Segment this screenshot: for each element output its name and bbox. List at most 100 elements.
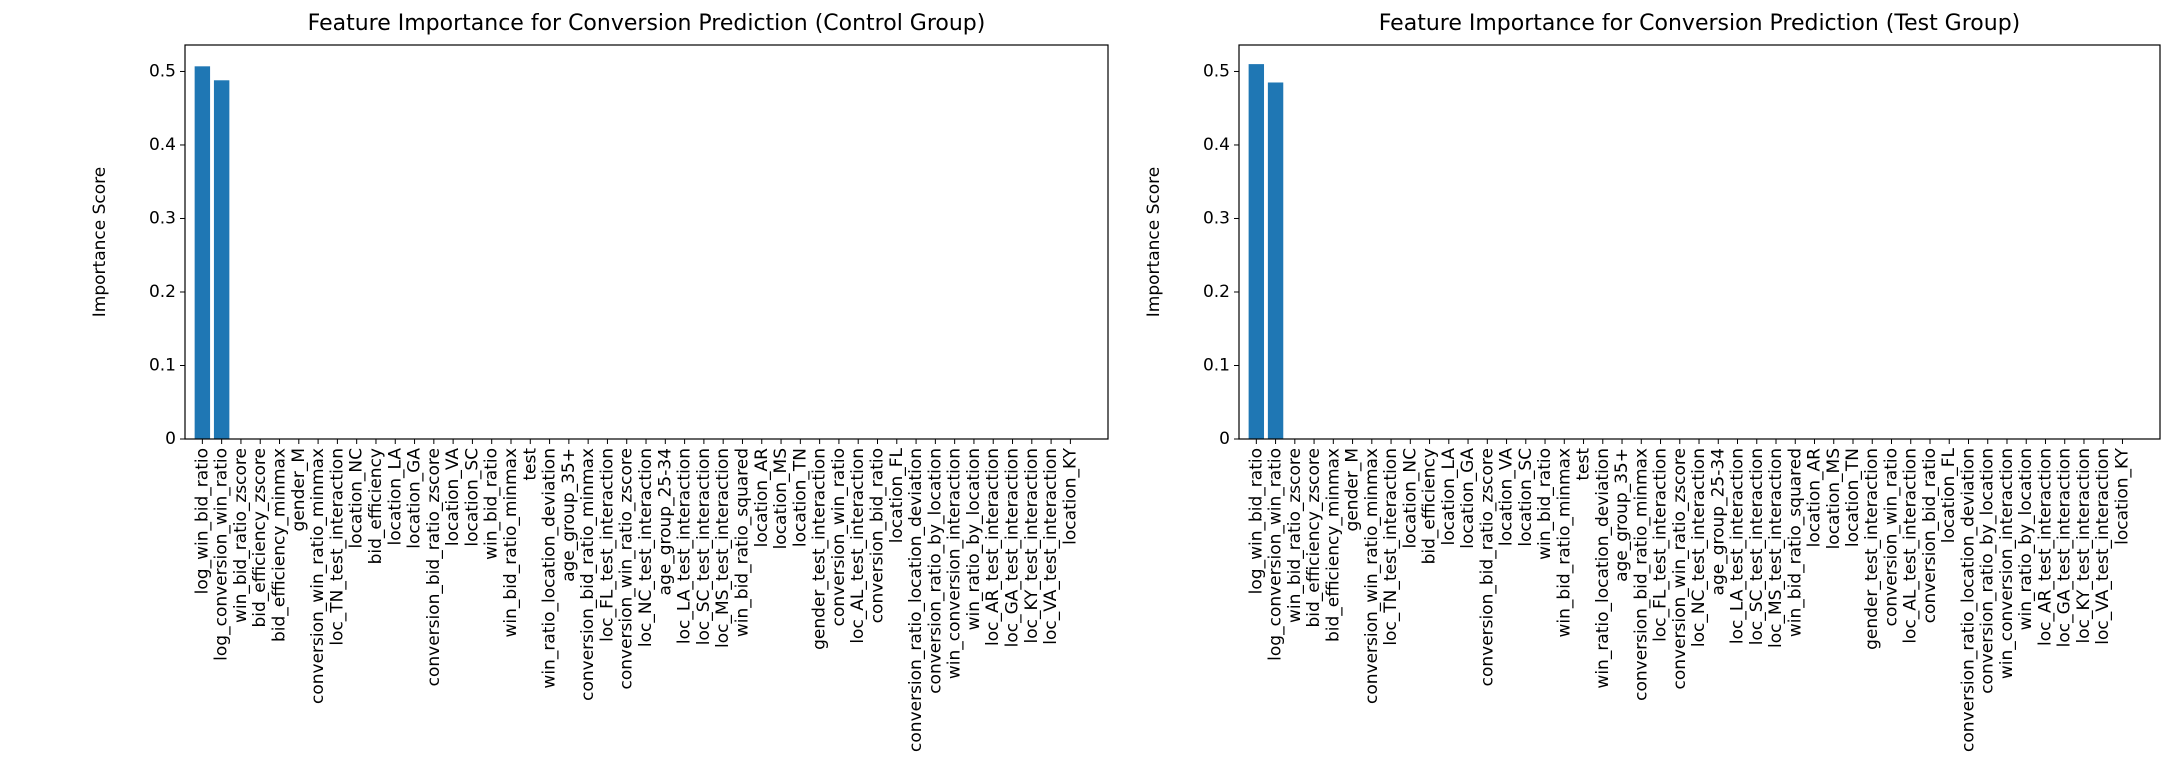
- x-tick-label: win_bid_ratio_minmax: [501, 448, 521, 638]
- x-tick-label: location_FL: [887, 447, 907, 543]
- y-tick-label: 0.2: [1203, 282, 1230, 302]
- x-tick-label: location_VA: [1497, 448, 1517, 546]
- x-tick-label: win_bid_ratio: [1535, 448, 1555, 560]
- chart: Feature Importance for Conversion Predic…: [1144, 11, 2161, 752]
- y-tick-label: 0.3: [1203, 208, 1230, 228]
- x-tick-label: conversion_bid_ratio_minmax: [578, 448, 598, 701]
- x-tick-label: conversion_bid_ratio_minmax: [1631, 448, 1651, 701]
- x-tick-label: location_FL: [1939, 447, 1959, 543]
- x-tick-label: age_group_35+: [559, 448, 579, 582]
- x-tick-label: location_VA: [443, 448, 463, 546]
- x-tick-label: loc_SC_test_interaction: [694, 448, 714, 645]
- x-tick-label: win_conversion_interaction: [945, 448, 965, 679]
- y-tick-label: 0.4: [149, 135, 176, 155]
- y-tick-label: 0.4: [1203, 135, 1230, 155]
- x-tick-label: age_group_25-34: [655, 448, 675, 595]
- bar: [1267, 82, 1284, 440]
- x-tick-label: win_bid_ratio_squared: [732, 448, 752, 637]
- x-tick-label: log_conversion_win_ratio: [212, 448, 232, 661]
- x-tick-label: location_LA: [385, 448, 405, 546]
- x-tick-label: bid_efficiency_minmax: [1323, 448, 1343, 642]
- x-tick-label: loc_NC_test_interaction: [1689, 448, 1709, 647]
- x-tick-label: loc_TN_test_interaction: [1381, 448, 1401, 646]
- x-tick-label: bid_efficiency: [366, 448, 386, 564]
- x-tick-label: loc_GA_test_interaction: [2055, 448, 2075, 647]
- x-tick-label: conversion_ratio_location_deviation: [1958, 448, 1978, 752]
- x-tick-label: bid_efficiency: [1420, 448, 1440, 564]
- x-tick-label: loc_VA_test_interaction: [1041, 448, 1061, 645]
- x-tick-label: win_bid_ratio: [482, 448, 502, 560]
- x-tick-label: win_conversion_interaction: [1997, 448, 2017, 679]
- x-tick-label: loc_AR_test_interaction: [2035, 448, 2055, 646]
- x-tick-label: loc_VA_test_interaction: [2093, 448, 2113, 645]
- x-tick-label: conversion_bid_ratio_zscore: [424, 448, 444, 686]
- x-tick-label: bid_efficiency_zscore: [250, 448, 270, 628]
- x-tick-label: location_NC: [347, 448, 367, 549]
- x-tick-label: bid_efficiency_zscore: [1304, 448, 1324, 628]
- x-tick-label: loc_FL_test_interaction: [597, 448, 617, 642]
- x-tick-label: location_KY: [1060, 447, 1080, 544]
- x-tick-label: location_MS: [1824, 448, 1844, 549]
- plot-frame: [184, 44, 1109, 440]
- x-tick-label: conversion_win_ratio_zscore: [1670, 448, 1690, 690]
- x-tick-label: loc_KY_test_interaction: [1022, 448, 1042, 643]
- x-tick-label: loc_GA_test_interaction: [1003, 448, 1023, 647]
- chart-title: Feature Importance for Conversion Predic…: [1379, 11, 2021, 36]
- x-tick-label: loc_FL_test_interaction: [1651, 448, 1671, 642]
- x-tick-label: bid_efficiency_minmax: [270, 448, 290, 642]
- x-tick-label: win_ratio_location_deviation: [540, 448, 560, 689]
- x-tick-label: loc_MS_test_interaction: [713, 448, 733, 648]
- x-tick-label: loc_LA_test_interaction: [1728, 448, 1748, 644]
- plot-frame: [1238, 44, 2161, 440]
- x-tick-label: conversion_win_ratio: [1881, 448, 1901, 626]
- x-tick-label: conversion_win_ratio_minmax: [1362, 448, 1382, 704]
- y-tick-label: 0.2: [149, 282, 176, 302]
- bar: [1248, 64, 1265, 439]
- chart: Feature Importance for Conversion Predic…: [90, 11, 1109, 752]
- x-tick-label: loc_AR_test_interaction: [983, 448, 1003, 646]
- y-tick-label: 0.1: [1203, 355, 1230, 375]
- x-tick-label: age_group_35+: [1612, 448, 1632, 582]
- y-axis-label: Importance Score: [1144, 167, 1164, 317]
- x-tick-label: location_SC: [1516, 448, 1536, 547]
- x-tick-label: test: [520, 448, 540, 481]
- x-tick-label: location_KY: [2112, 447, 2132, 544]
- x-tick-label: location_AR: [752, 448, 772, 548]
- y-tick-label: 0.5: [1203, 61, 1230, 81]
- y-tick-label: 0: [1219, 429, 1230, 449]
- x-tick-label: loc_AL_test_interaction: [848, 448, 868, 644]
- x-tick-label: location_TN: [1843, 448, 1863, 547]
- x-tick-label: loc_KY_test_interaction: [2074, 448, 2094, 643]
- x-tick-label: location_GA: [1458, 448, 1478, 549]
- x-tick-label: gender_test_interaction: [810, 448, 830, 650]
- x-tick-label: win_bid_ratio_zscore: [1285, 448, 1305, 623]
- bar: [213, 80, 230, 440]
- x-tick-label: location_LA: [1439, 448, 1459, 546]
- x-tick-label: conversion_ratio_by_location: [1978, 448, 1998, 694]
- y-tick-label: 0.1: [149, 355, 176, 375]
- x-tick-label: age_group_25-34: [1708, 448, 1728, 595]
- x-tick-label: location_GA: [405, 448, 425, 549]
- x-tick-label: loc_LA_test_interaction: [675, 448, 695, 644]
- y-tick-label: 0.3: [149, 208, 176, 228]
- bar: [194, 66, 211, 439]
- x-tick-label: log_conversion_win_ratio: [1266, 448, 1286, 661]
- x-tick-label: loc_TN_test_interaction: [327, 448, 347, 646]
- x-tick-label: location_AR: [1805, 448, 1825, 548]
- x-tick-label: win_bid_ratio_squared: [1785, 448, 1805, 637]
- chart-title: Feature Importance for Conversion Predic…: [308, 11, 986, 36]
- x-tick-label: gender_test_interaction: [1862, 448, 1882, 650]
- x-tick-label: location_TN: [790, 448, 810, 547]
- x-tick-label: loc_NC_test_interaction: [636, 448, 656, 647]
- x-tick-label: win_bid_ratio_minmax: [1554, 448, 1574, 638]
- x-tick-label: loc_AL_test_interaction: [1901, 448, 1921, 644]
- x-tick-label: conversion_ratio_by_location: [925, 448, 945, 694]
- x-tick-label: conversion_bid_ratio: [1920, 448, 1940, 623]
- x-tick-label: conversion_win_ratio_minmax: [308, 448, 328, 704]
- y-tick-label: 0: [165, 429, 176, 449]
- y-tick-label: 0.5: [149, 61, 176, 81]
- x-tick-label: loc_SC_test_interaction: [1747, 448, 1767, 645]
- x-tick-label: gender_M: [289, 448, 309, 531]
- x-tick-label: conversion_win_ratio: [829, 448, 849, 626]
